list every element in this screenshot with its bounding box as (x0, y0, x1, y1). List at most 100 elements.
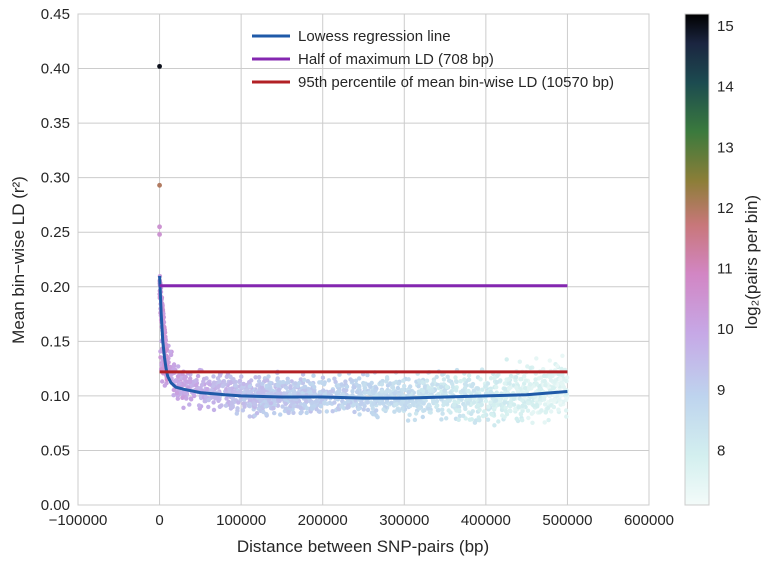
scatter-point (263, 404, 269, 409)
scatter-point (206, 404, 211, 410)
scatter-point (461, 413, 466, 418)
scatter-point (320, 375, 326, 380)
scatter-point (304, 410, 309, 415)
scatter-point (502, 386, 508, 391)
scatter-point (560, 353, 565, 358)
scatter-point (492, 375, 497, 381)
scatter-point (534, 381, 539, 387)
scatter-point (180, 395, 185, 400)
scatter-point (349, 378, 355, 383)
x-axis-title: Distance between SNP-pairs (bp) (237, 537, 489, 556)
scatter-point (520, 403, 525, 409)
colorbar-tick-label: 10 (717, 321, 734, 338)
scatter-point (366, 382, 372, 387)
scatter-point (542, 420, 547, 425)
series-lines (158, 275, 568, 400)
scatter-point (256, 375, 262, 380)
scatter-point (345, 405, 350, 410)
y-tick-label: 0.40 (41, 61, 70, 78)
scatter-point (280, 404, 285, 409)
colorbar (684, 13, 710, 506)
colorbar-tick-label: 11 (717, 261, 733, 278)
scatter-point (175, 396, 180, 401)
scatter-point (295, 404, 300, 409)
scatter-point (555, 393, 560, 398)
scatter-point (211, 374, 216, 379)
scatter-point (370, 406, 375, 411)
scatter-point (469, 411, 474, 416)
scatter-point (187, 402, 192, 407)
scatter-point (392, 391, 397, 396)
scatter-point (260, 389, 265, 394)
scatter-point (176, 364, 181, 369)
scatter-point (362, 403, 367, 409)
scatter-point (475, 402, 481, 408)
scatter-point (498, 378, 503, 383)
scatter-point (266, 374, 271, 379)
y-tick-label: 0.05 (41, 442, 70, 459)
scatter-point (435, 403, 440, 408)
scatter-point (503, 405, 508, 411)
scatter-point (506, 386, 512, 392)
scatter-point (233, 383, 238, 388)
legend: Lowess regression line Half of maximum LD… (252, 28, 614, 91)
scatter-point (419, 387, 424, 393)
scatter-point (247, 384, 253, 389)
scatter-point (435, 408, 441, 413)
scatter-point (184, 396, 189, 401)
scatter-point (374, 408, 379, 413)
scatter-point (460, 388, 465, 393)
scatter-point (395, 407, 400, 412)
scatter-point (336, 389, 342, 394)
scatter-point (217, 379, 222, 384)
scatter-point (227, 386, 232, 392)
scatter-point (471, 400, 477, 405)
scatter-point (451, 402, 457, 408)
scatter-point (229, 400, 234, 406)
scatter-point (171, 387, 176, 393)
scatter-point (477, 407, 482, 413)
scatter-point (291, 404, 297, 409)
scatter-point (322, 400, 327, 405)
scatter-point (468, 397, 473, 403)
scatter-point (302, 388, 308, 393)
scatter-point (479, 402, 484, 408)
scatter-point (276, 397, 281, 402)
scatter-point (520, 398, 525, 403)
scatter-point (339, 382, 344, 387)
scatter-point (513, 375, 519, 380)
scatter-point (518, 412, 524, 417)
scatter-point (444, 416, 449, 421)
scatter-point (545, 405, 551, 411)
scatter-point (471, 388, 477, 393)
scatter-point (518, 377, 523, 382)
scatter-point (341, 392, 346, 397)
scatter-point (357, 376, 362, 381)
scatter-point (552, 397, 558, 403)
scatter-point (229, 404, 234, 410)
scatter-point (549, 409, 554, 414)
scatter-point (475, 386, 480, 391)
scatter-point (211, 400, 216, 405)
scatter-point (304, 406, 310, 411)
scatter-point (310, 400, 315, 406)
scatter-point (272, 410, 277, 416)
scatter-point (304, 399, 309, 404)
scatter-point (507, 381, 512, 386)
scatter-point (439, 417, 444, 422)
scatter-point (281, 379, 286, 385)
scatter-point (332, 376, 337, 381)
scatter-point (246, 403, 252, 408)
scatter-point (314, 407, 319, 412)
scatter-point (350, 389, 355, 394)
scatter-point (379, 388, 385, 394)
scatter-point (528, 382, 533, 387)
scatter-point (203, 394, 208, 400)
scatter-point (194, 382, 199, 388)
scatter-point (531, 410, 536, 415)
scatter-point (351, 402, 357, 407)
plot-frame (77, 13, 650, 506)
scatter-point (452, 399, 457, 404)
scatter-point (456, 417, 461, 422)
